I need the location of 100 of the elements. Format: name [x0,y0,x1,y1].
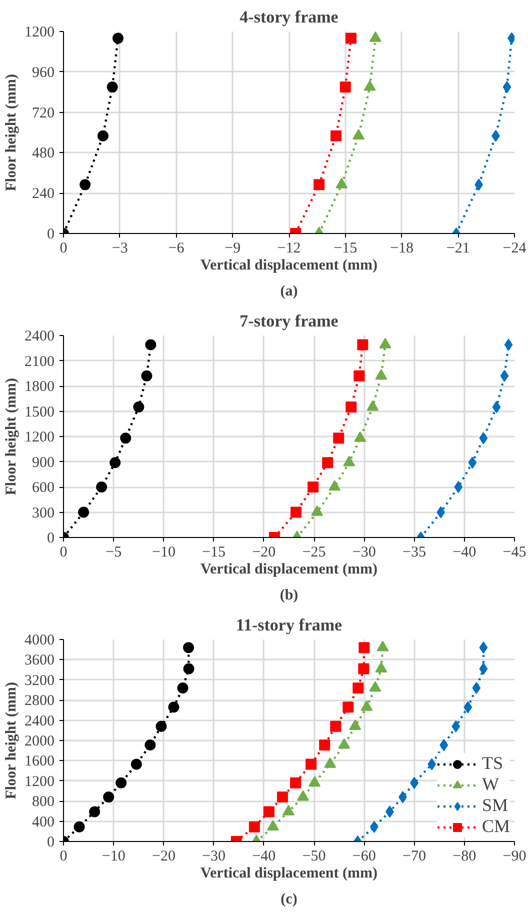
point [436,506,446,518]
y-tick-label: 1200 [24,774,54,790]
x-tick-label: −40 [252,848,276,864]
point [156,720,167,732]
y-axis-title: Floor height (mm) [4,378,20,496]
x-tick-label: −90 [502,848,526,864]
y-tick-label: 400 [32,814,54,830]
x-tick-label: −40 [452,544,476,560]
point [183,663,194,674]
point [340,82,351,93]
point [375,662,388,672]
point [106,82,118,93]
point [297,790,310,801]
x-tick-label: −21 [446,240,470,256]
x-tick-label: −20 [152,848,176,864]
y-tick-label: 2400 [24,328,54,344]
point [290,777,302,788]
point [308,776,321,787]
point [354,431,366,442]
point [133,402,144,413]
x-tick-label: −20 [252,544,276,560]
x-axis-title: Vertical displacement (mm) [200,258,378,274]
point [492,401,501,414]
y-tick-label: 0 [47,530,54,546]
y-tick-label: 1200 [24,24,54,40]
point [177,682,188,694]
x-tick-label: −30 [352,544,376,560]
y-tick-label: 2000 [24,734,54,750]
x-tick-label: 0 [60,544,68,560]
point [120,432,132,444]
y-tick-label: 4000 [24,632,54,648]
y-tick-label: 3200 [24,672,54,689]
point [324,757,336,768]
x-tick-label: −25 [302,544,326,560]
y-tick-label: 2800 [24,693,54,710]
point [96,482,108,492]
chart-title: 4-story frame [240,8,339,26]
point [336,178,348,188]
point [110,457,121,468]
y-tick-label: 720 [32,105,54,122]
text: (a) [280,284,298,300]
point [354,370,365,382]
point [333,432,344,444]
point [352,682,364,694]
point [330,720,342,732]
y-tick-label: 300 [32,505,54,522]
point [276,792,288,803]
point [342,702,354,713]
point [319,740,330,751]
x-tick-label: 0 [60,848,68,864]
point [346,402,357,413]
x-tick-label: −80 [452,848,476,864]
point [502,81,512,94]
point [311,505,324,516]
point [479,662,488,675]
y-tick-label: 1800 [24,379,54,395]
point [328,480,341,491]
x-tick-label: −5 [106,544,122,560]
point [248,821,260,832]
y-tick-label: 2400 [24,713,54,730]
point [343,456,356,466]
x-tick-label: −24 [502,240,527,256]
y-tick-label: 0 [47,834,54,850]
x-tick-label: −35 [402,544,426,560]
point [141,370,152,382]
point [479,642,488,654]
point [479,432,488,444]
y-tick-label: 960 [32,64,54,81]
point [112,32,124,44]
x-tick-label: −45 [502,544,526,560]
y-tick-label: 600 [32,480,54,496]
point [145,339,156,350]
y-tick-label: 3600 [24,652,54,669]
point [369,681,382,692]
point [144,740,156,751]
x-tick-label: −10 [152,544,176,560]
point [452,720,460,732]
y-tick-label: 2100 [24,354,54,370]
legend-label: CM [482,816,510,837]
point [306,758,317,770]
point [330,130,342,142]
x-axis-title: Vertical displacement (mm) [200,562,378,578]
x-tick-label: −10 [102,848,126,864]
x-tick-label: −15 [334,240,358,256]
point [504,338,513,351]
point [358,663,370,674]
point [263,806,274,818]
point [103,792,114,803]
chart-title: 7-story frame [240,312,339,330]
point [338,738,350,749]
legend-label: TS [482,753,503,774]
point [440,739,448,752]
point [74,821,85,832]
y-tick-label: 1500 [24,404,54,420]
x-tick-label: −60 [352,848,376,864]
x-tick-label: −3 [112,240,128,256]
point [116,777,127,788]
point [472,682,481,694]
x-axis-title: Vertical displacement (mm) [200,866,378,882]
text: (c) [280,892,298,908]
